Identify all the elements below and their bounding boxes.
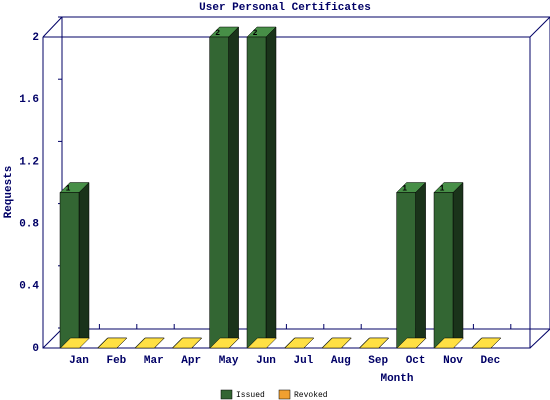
x-tick-label: Aug (331, 355, 351, 367)
y-tick-label: 2 (32, 32, 39, 44)
bar-top (134, 337, 165, 349)
bar (172, 337, 203, 349)
bar-top (396, 337, 427, 349)
bar (471, 337, 502, 349)
bar (246, 26, 277, 349)
bar (433, 337, 465, 349)
y-tick-label: 0.8 (19, 219, 39, 231)
x-axis-label: Month (380, 373, 413, 385)
bar (59, 181, 90, 349)
data-label: 1 (402, 185, 407, 194)
bar-front (396, 192, 416, 349)
x-tick-label: Sep (368, 355, 388, 367)
bar (208, 26, 240, 349)
bar-front (433, 192, 454, 349)
data-label: 2 (253, 29, 258, 38)
x-tick-label: Apr (181, 355, 201, 367)
x-tick-label: Jun (256, 355, 276, 367)
bar-side (78, 181, 90, 349)
legend: Issued Revoked (220, 389, 328, 400)
bar (433, 181, 464, 349)
bar (321, 337, 352, 349)
bar (246, 337, 278, 349)
bar (359, 337, 390, 349)
frame-edge (42, 328, 63, 349)
frame-edge (529, 328, 550, 349)
bar-side (265, 26, 277, 349)
bar-front (246, 36, 267, 349)
front-frame (42, 36, 531, 349)
data-label: 1 (440, 185, 445, 194)
x-tick-label: May (219, 355, 239, 367)
x-tick-label: Mar (144, 355, 164, 367)
legend-label: Revoked (294, 391, 328, 400)
bar-side (415, 181, 426, 349)
y-axis-label: Requests (3, 166, 15, 219)
bar (209, 337, 240, 349)
chart-title: User Personal Certificates (199, 2, 371, 14)
y-tick-label: 0.4 (19, 281, 39, 293)
frame (42, 16, 550, 349)
bar (97, 337, 128, 349)
bar-front (59, 192, 80, 349)
bar (59, 337, 91, 349)
legend-swatch (278, 389, 291, 400)
x-tick-label: Jan (69, 355, 89, 367)
bar-top (246, 337, 278, 349)
back-wall (61, 16, 550, 330)
bar-top (59, 337, 91, 349)
bar-side (228, 26, 239, 349)
x-tick-label: Feb (106, 355, 126, 367)
bar (134, 337, 165, 349)
data-label: 2 (215, 29, 220, 38)
y-tick-label: 0 (32, 343, 39, 355)
frame-edge (42, 16, 63, 38)
x-tick-label: Jul (293, 355, 313, 367)
legend-swatch (220, 389, 233, 400)
legend-label: Issued (236, 391, 265, 400)
x-tick-label: Dec (480, 355, 500, 367)
bar-top (471, 337, 502, 349)
y-tick-label: 1.2 (19, 156, 39, 168)
bar (396, 337, 427, 349)
x-tick-label: Nov (443, 355, 463, 367)
bar-top (359, 337, 390, 349)
bar (284, 337, 315, 349)
bar-front (209, 36, 229, 349)
bar-top (284, 337, 315, 349)
bar (395, 181, 427, 349)
bar-side (452, 181, 464, 349)
bar-top (433, 337, 465, 349)
data-label: 1 (66, 185, 71, 194)
bar-top (97, 337, 128, 349)
bar-top (172, 337, 203, 349)
bar-top (209, 337, 240, 349)
frame-edge (529, 16, 550, 38)
y-tick-label: 1.6 (19, 94, 39, 106)
x-tick-label: Oct (406, 355, 426, 367)
bar-top (321, 337, 352, 349)
